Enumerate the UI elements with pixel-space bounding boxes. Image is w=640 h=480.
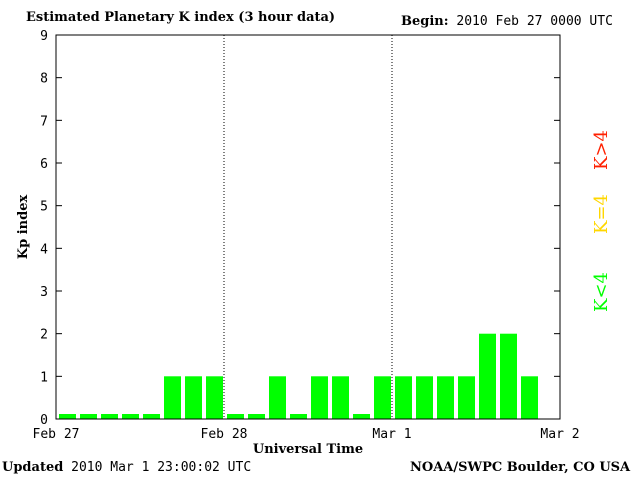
legend-k-below-4: K<4 bbox=[591, 272, 612, 312]
y-tick-label: 2 bbox=[40, 328, 48, 343]
kp-bar bbox=[80, 414, 97, 419]
legend-k-equals-4: K=4 bbox=[591, 194, 612, 234]
x-axis-label: Universal Time bbox=[253, 442, 363, 457]
kp-bar bbox=[500, 333, 517, 419]
kp-bar bbox=[521, 376, 538, 419]
y-tick-label: 5 bbox=[40, 200, 48, 215]
kp-bar bbox=[122, 414, 139, 419]
updated-info: Updated 2010 Mar 1 23:00:02 UTC bbox=[2, 460, 251, 475]
updated-value: 2010 Mar 1 23:00:02 UTC bbox=[71, 460, 252, 475]
kp-bar bbox=[311, 376, 328, 419]
y-tick-label: 0 bbox=[40, 413, 48, 428]
kp-bar bbox=[164, 376, 181, 419]
begin-label: Begin: bbox=[401, 14, 449, 29]
kp-bar bbox=[59, 414, 76, 419]
kp-bar bbox=[227, 414, 244, 419]
y-tick-label: 6 bbox=[40, 157, 48, 172]
kp-bar bbox=[395, 376, 412, 419]
kp-bar bbox=[143, 414, 160, 419]
kp-bar bbox=[479, 333, 496, 419]
chart-title: Estimated Planetary K index (3 hour data… bbox=[26, 10, 336, 25]
y-tick-label: 4 bbox=[40, 242, 48, 257]
begin-info: Begin: 2010 Feb 27 0000 UTC bbox=[401, 14, 613, 29]
kp-bar bbox=[437, 376, 454, 419]
y-tick-label: 1 bbox=[40, 370, 48, 385]
source-credit: NOAA/SWPC Boulder, CO USA bbox=[410, 460, 631, 475]
kp-bar bbox=[269, 376, 286, 419]
y-tick-label: 8 bbox=[40, 72, 48, 87]
kp-bar bbox=[458, 376, 475, 419]
kp-bar bbox=[416, 376, 433, 419]
x-tick-label: Mar 2 bbox=[540, 427, 579, 442]
x-tick-label: Mar 1 bbox=[372, 427, 411, 442]
kp-bar bbox=[374, 376, 391, 419]
legend-k-above-4: K>4 bbox=[591, 130, 612, 170]
kp-bar bbox=[248, 414, 265, 419]
y-tick-label: 9 bbox=[40, 29, 48, 44]
x-tick-label: Feb 27 bbox=[33, 427, 80, 442]
kp-bar bbox=[353, 414, 370, 419]
y-axis-label: Kp index bbox=[16, 195, 31, 260]
y-tick-label: 3 bbox=[40, 285, 48, 300]
kp-bar bbox=[101, 414, 118, 419]
kp-bar bbox=[290, 414, 307, 419]
plot-frame bbox=[55, 34, 561, 420]
kp-bar bbox=[206, 376, 223, 419]
kp-bar bbox=[185, 376, 202, 419]
updated-label: Updated bbox=[2, 460, 64, 475]
x-tick-label: Feb 28 bbox=[201, 427, 248, 442]
kp-bar bbox=[332, 376, 349, 419]
y-tick-label: 7 bbox=[40, 114, 48, 129]
begin-value: 2010 Feb 27 0000 UTC bbox=[456, 14, 613, 29]
